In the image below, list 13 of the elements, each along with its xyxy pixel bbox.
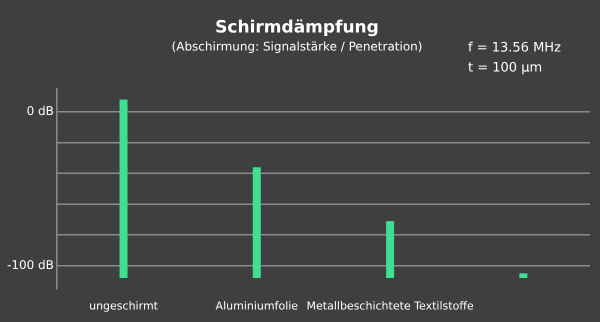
bar	[252, 167, 261, 278]
y-tick-label: -100 dB	[6, 258, 54, 272]
text: t = 100 µm	[468, 60, 542, 76]
chart-title: Schirmdämpfung	[215, 18, 379, 38]
bar	[519, 273, 528, 278]
bar	[386, 221, 394, 278]
bar	[120, 100, 128, 278]
chart-subtitle: (Abschirmung: Signalstärke / Penetration)	[172, 40, 422, 54]
x-tick-label: Metallbeschichtete Textilstoffe	[306, 299, 474, 312]
y-tick-label: 0 dB	[26, 104, 54, 118]
text: f = 13.56 MHz	[468, 40, 562, 56]
x-tick-label: Aluminiumfolie	[216, 299, 298, 312]
x-tick-label: ungeschirmt	[89, 299, 159, 312]
